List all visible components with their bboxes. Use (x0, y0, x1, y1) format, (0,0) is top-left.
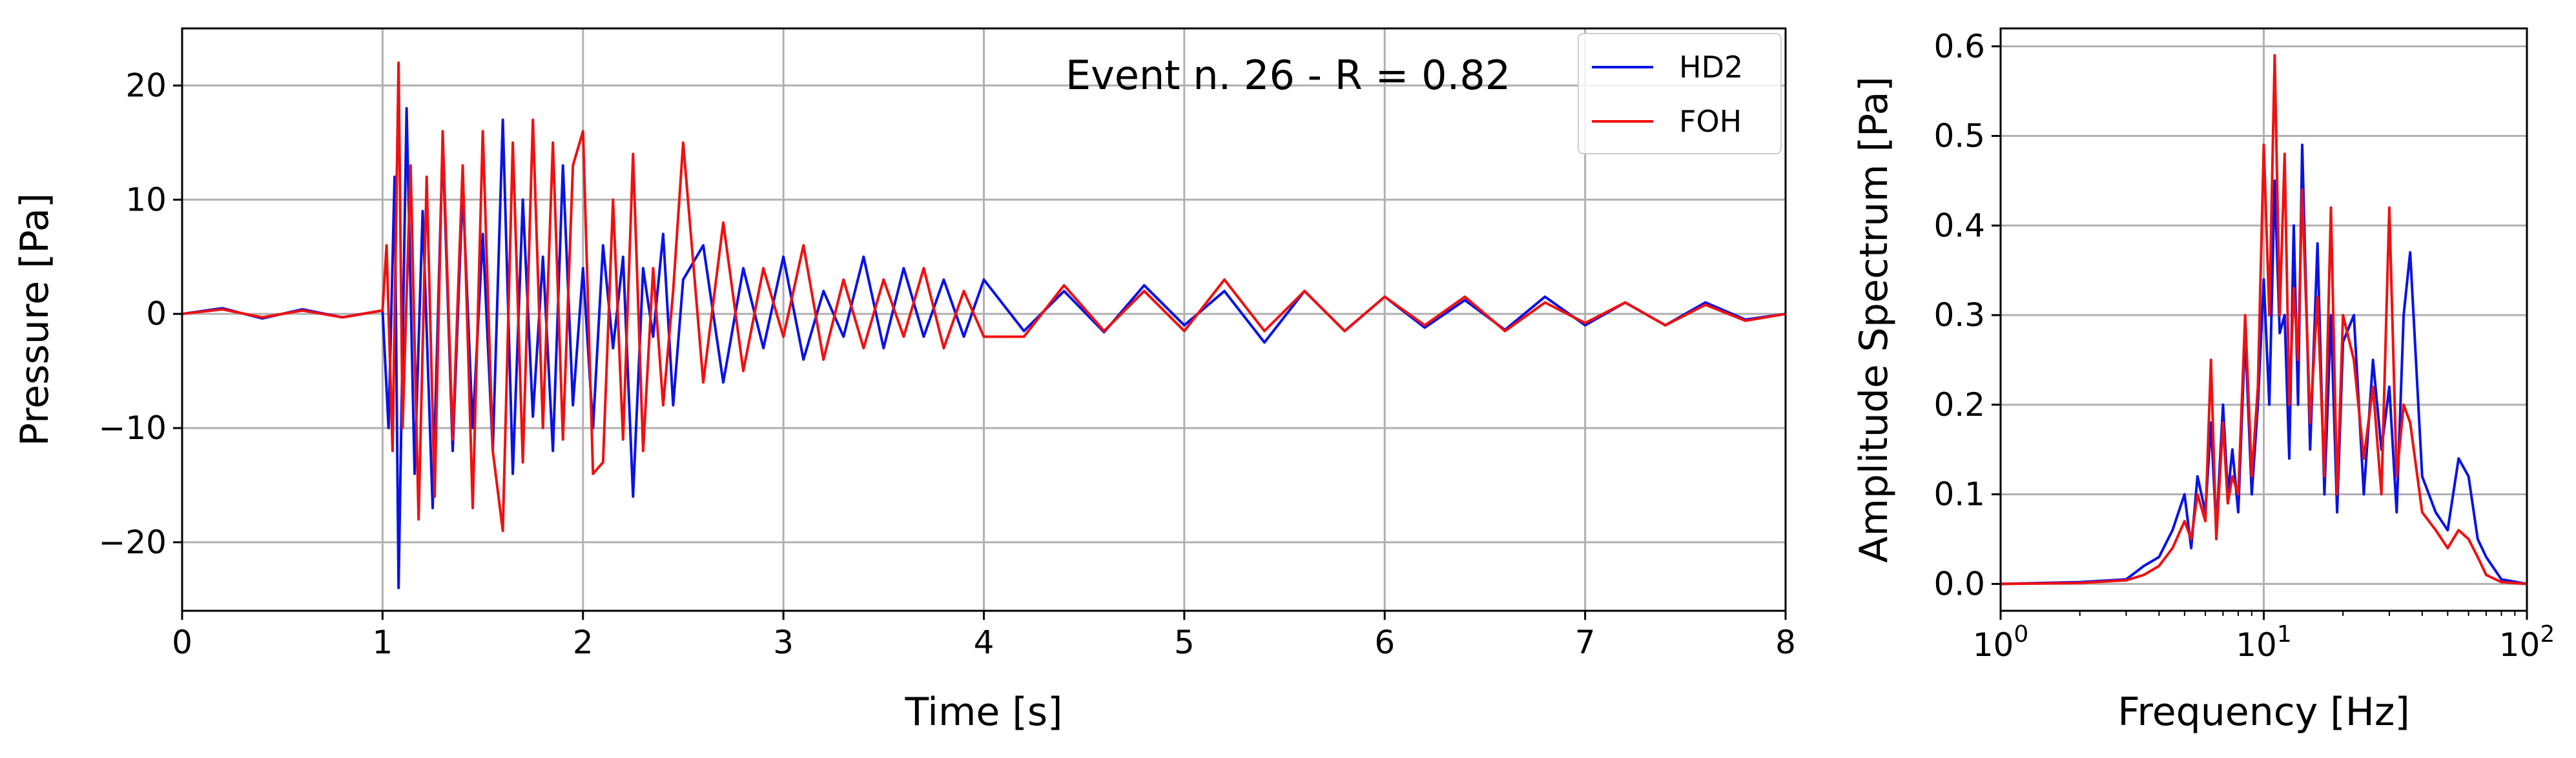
time-x-tick-label: 1 (372, 624, 393, 661)
time-series-foh (181, 61, 1786, 533)
spectrum-y-tick-label: 0.6 (1933, 28, 1985, 65)
spectrum-x-axis-label: Frequency [Hz] (2117, 690, 2409, 735)
time-x-tick-label: 4 (974, 624, 994, 661)
time-chart-ticks: 0 1 2 3 4 5 6 7 8 −20 −10 0 10 20 (98, 67, 1795, 661)
spectrum-y-tick-label: 0.3 (1933, 296, 1985, 334)
spectrum-series-foh (2000, 54, 2528, 586)
spectrum-y-axis-label: Amplitude Spectrum [Pa] (1851, 76, 1897, 562)
time-x-tick-label: 8 (1775, 624, 1796, 661)
legend-label-foh: FOH (1679, 104, 1742, 139)
time-y-tick-label: −10 (98, 409, 167, 447)
time-x-tick-label: 5 (1174, 624, 1195, 661)
time-chart-series (181, 61, 1786, 589)
spectrum-y-tick-label: 0.2 (1933, 386, 1985, 424)
time-x-tick-label: 2 (573, 624, 593, 661)
spectrum-y-tick-label: 0.4 (1933, 207, 1985, 244)
time-x-tick-label: 6 (1374, 624, 1395, 661)
legend-box (1578, 33, 1782, 154)
spectrum-chart-series (2000, 54, 2528, 586)
spectrum-y-tick-label: 0.5 (1933, 118, 1985, 155)
spectrum-y-tick-label: 0.0 (1933, 565, 1985, 602)
time-y-tick-label: −20 (98, 524, 167, 561)
legend-label-hd2: HD2 (1679, 50, 1743, 85)
legend: HD2 FOH (1578, 33, 1782, 154)
event-annotation: Event n. 26 - R = 0.82 (1066, 52, 1510, 99)
time-x-tick-label: 0 (172, 624, 192, 661)
time-x-tick-label: 7 (1575, 624, 1596, 661)
time-x-axis-label: Time [s] (905, 690, 1063, 735)
time-y-tick-label: 20 (125, 67, 167, 104)
spectrum-x-tick-label: 101 (2236, 621, 2292, 664)
time-y-axis-label: Pressure [Pa] (12, 193, 57, 446)
spectrum-x-tick-label: 102 (2499, 621, 2555, 664)
amplitude-spectrum-chart: 100 101 102 0.0 0.1 0.2 0.3 0.4 0.5 0.6 Frequency… (1851, 27, 2555, 735)
spectrum-series-hd2 (2000, 143, 2528, 586)
spectrum-y-tick-label: 0.1 (1933, 476, 1985, 513)
time-y-tick-label: 10 (125, 181, 167, 218)
time-x-tick-label: 3 (773, 624, 794, 661)
time-y-tick-label: 0 (146, 295, 167, 333)
spectrum-x-tick-label: 100 (1973, 621, 2029, 664)
spectrum-chart-ticks: 100 101 102 0.0 0.1 0.2 0.3 0.4 0.5 0.6 (1933, 28, 2555, 664)
pressure-time-chart: 0 1 2 3 4 5 6 7 8 −20 −10 0 10 20 Event n. 26 - R = 0… (12, 27, 1796, 735)
